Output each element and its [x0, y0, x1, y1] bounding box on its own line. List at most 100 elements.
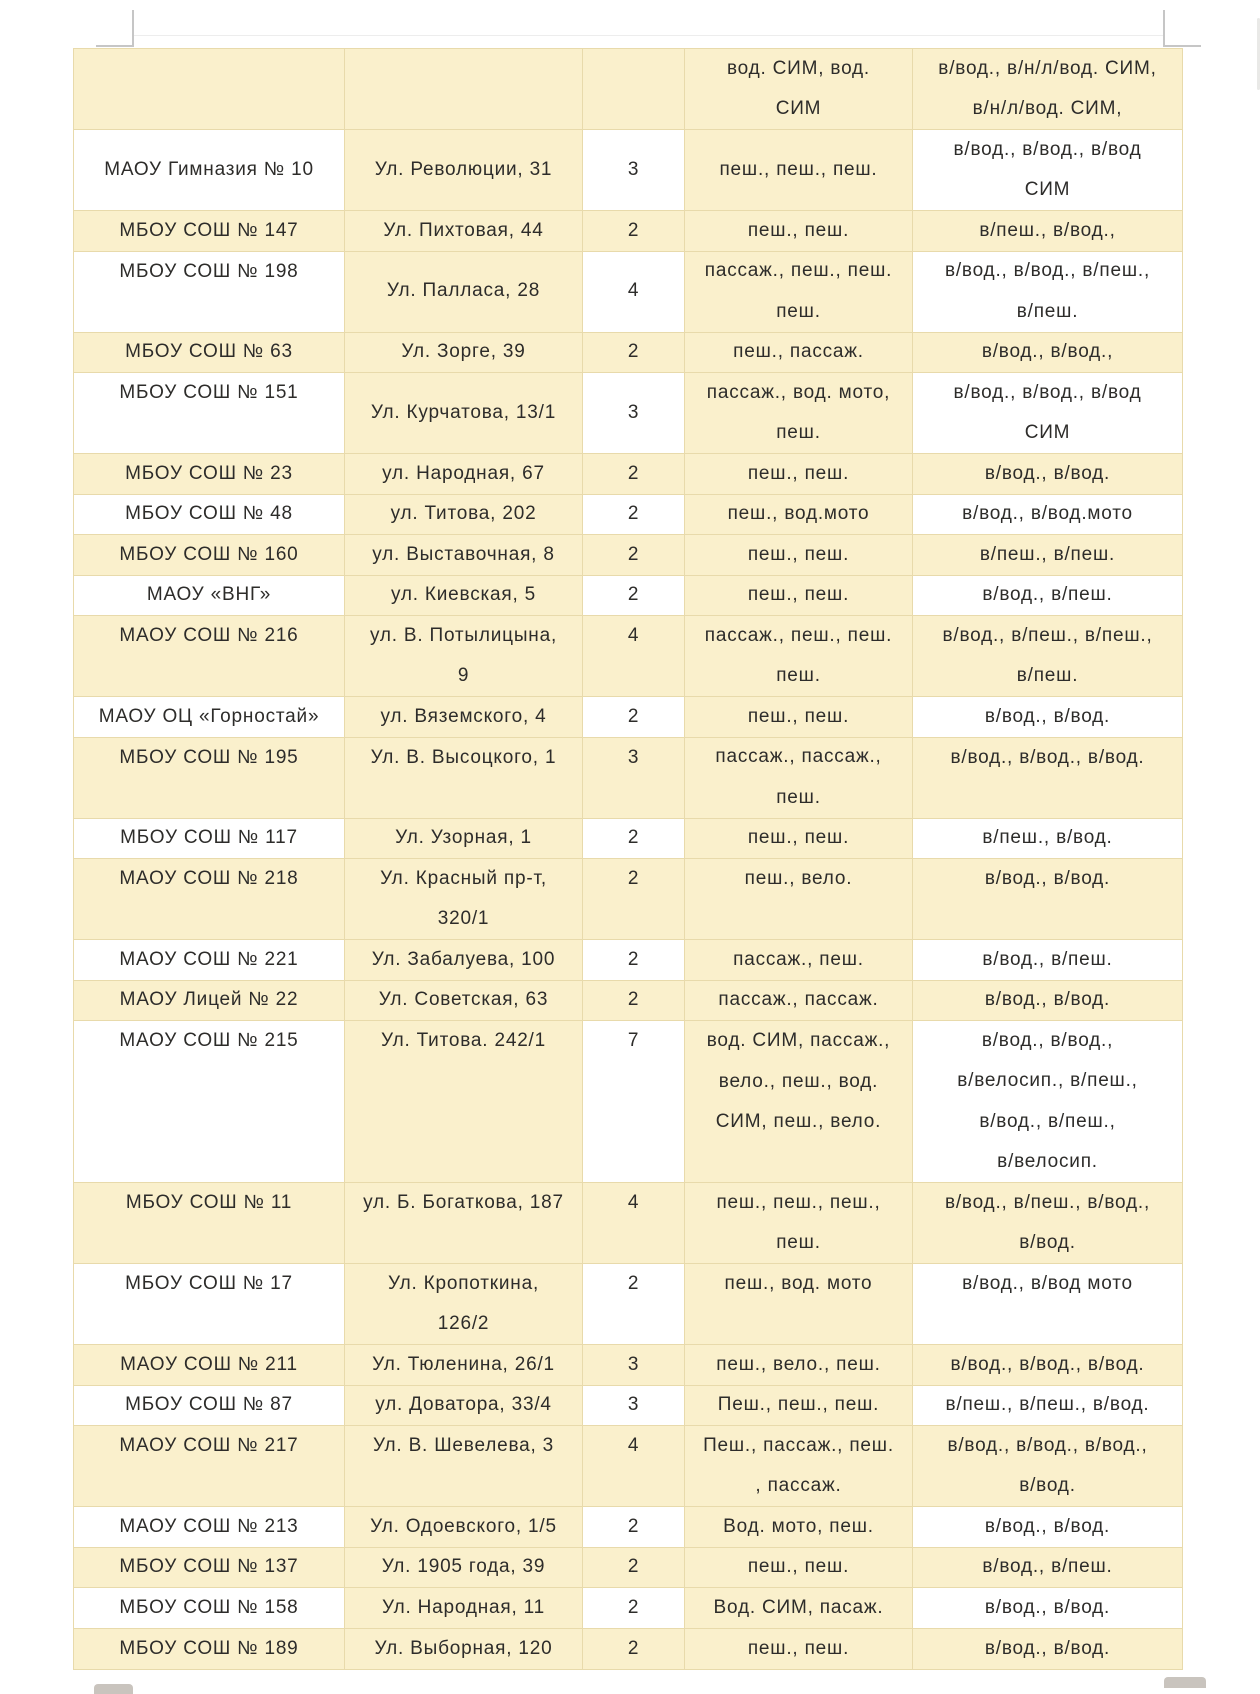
cell-line: 3 [627, 746, 640, 768]
table-cell: в/вод., в/н/л/вод. СИМ, в/н/л/вод. СИМ, [913, 49, 1182, 129]
cell-line: Пеш., пассаж., пеш. [703, 1434, 894, 1456]
cell-line: пеш., пеш. [747, 1556, 850, 1577]
page-margin-mark-top-right-horizontal [1163, 45, 1201, 47]
table-cell: в/вод., в/вод., [913, 332, 1182, 372]
table-row: МАОУ СОШ № 221 Ул. Забалуева, 100 2 пассаж.… [74, 940, 1182, 981]
cell-line: в/пеш., в/пеш., в/вод. [945, 1394, 1150, 1415]
table-cell: в/вод., в/вод. [913, 1628, 1182, 1669]
cell-line: Ул. В. Высоцкого, 1 [370, 746, 557, 768]
table-cell: МБОУ СОШ № 160 [74, 535, 345, 575]
scrollbar-sliver[interactable] [1257, 18, 1260, 90]
cell-line: СИМ [775, 98, 822, 119]
table-cell: 2 [583, 1628, 685, 1669]
table-cell: в/вод., в/пеш. [913, 940, 1182, 980]
table-cell: ул. Доватора, 33/4 [345, 1385, 583, 1425]
table-cell: МБОУ СОШ № 198 [74, 251, 345, 332]
table-row: МБОУ СОШ № 48 ул. Титова, 202 2 пеш., вод.м… [74, 494, 1182, 535]
table-cell: пеш., пеш., пеш., пеш. [685, 1183, 913, 1263]
table-cell: 3 [583, 373, 685, 453]
table-cell: Ул. Революции, 31 [345, 130, 583, 210]
cell-line: Ул. Пихтовая, 44 [383, 219, 544, 241]
table-cell: Пеш., пеш., пеш. [685, 1385, 913, 1425]
cell-line: Ул. В. Шевелева, 3 [372, 1435, 555, 1456]
table-cell: МАОУ СОШ № 217 [74, 1426, 345, 1506]
table-row: МБОУ СОШ № 137 Ул. 1905 года, 39 2 пеш., пе… [74, 1547, 1182, 1588]
cell-line: пеш., пеш. [747, 705, 850, 727]
cell-line: пеш., вело. [744, 868, 853, 889]
cell-line: в/вод., в/пеш. [982, 948, 1113, 970]
table-cell: ул. В. Потылицына, 9 [345, 616, 583, 696]
table-row: МБОУ СОШ № 189 Ул. Выборная, 120 2 пеш., пе… [74, 1628, 1182, 1669]
cell-line: Вод. мото, пеш. [723, 1515, 874, 1537]
cell-line: 4 [627, 280, 640, 302]
table-cell: 3 [583, 1345, 685, 1385]
cell-line: Ул. Тюленина, 26/1 [372, 1353, 555, 1375]
cell-line: в/вод., в/вод. [984, 705, 1111, 727]
cell-line: в/вод., в/вод мото [962, 1273, 1133, 1294]
table-cell: 3 [583, 737, 685, 818]
cell-line: в/вод. [1019, 1232, 1076, 1253]
cell-line: в/вод., в/вод. [984, 1637, 1111, 1659]
table-cell: 4 [583, 1183, 685, 1263]
cell-line: МБОУ СОШ № 147 [119, 219, 299, 241]
cell-line: 9 [457, 665, 470, 686]
cell-line: Ул. Титова. 242/1 [380, 1030, 547, 1051]
table-cell: в/пеш., в/пеш., в/вод. [913, 1385, 1182, 1425]
table-cell: Ул. Титова. 242/1 [345, 1021, 583, 1182]
cell-line: Ул. Узорная, 1 [395, 827, 532, 848]
cell-line: МБОУ СОШ № 160 [119, 543, 299, 565]
table-cell [583, 49, 685, 129]
cell-line: МБОУ СОШ № 87 [125, 1394, 293, 1415]
cell-line: Ул. Выборная, 120 [374, 1637, 553, 1659]
table-row: МБОУ СОШ № 17 Ул. Кропоткина, 126/2 2 пеш., … [74, 1264, 1182, 1345]
table-cell: пеш., пеш. [685, 575, 913, 615]
cell-line: Вод. СИМ, пасаж. [713, 1596, 884, 1618]
cell-line: пеш. [776, 1232, 821, 1253]
table-cell: 2 [583, 818, 685, 858]
cell-line: в/пеш. [1016, 665, 1079, 686]
table-cell: Ул. В. Шевелева, 3 [345, 1426, 583, 1506]
cell-line: 4 [627, 625, 640, 646]
cell-line: ул. Вяземского, 4 [380, 705, 547, 727]
table-cell: Ул. Народная, 11 [345, 1588, 583, 1628]
table-cell: пеш., пеш. [685, 1547, 913, 1587]
table-cell: МАОУ «ВНГ» [74, 575, 345, 615]
table-cell: Ул. Узорная, 1 [345, 818, 583, 858]
table-cell: 2 [583, 1588, 685, 1628]
table-cell: 2 [583, 859, 685, 939]
page-margin-mark-top-right-vertical [1163, 10, 1165, 47]
table-cell: ул. Вяземского, 4 [345, 697, 583, 737]
table-cell: МБОУ СОШ № 158 [74, 1588, 345, 1628]
table-cell: Ул. Забалуева, 100 [345, 940, 583, 980]
table-cell: пеш., вело., пеш. [685, 1345, 913, 1385]
table-cell: в/вод., в/вод мото [913, 1264, 1182, 1344]
table-cell: в/пеш., в/пеш. [913, 535, 1182, 575]
cell-line: пеш. [776, 786, 821, 808]
table-cell: в/пеш., в/вод., [913, 211, 1182, 251]
table-cell: пеш., вело. [685, 859, 913, 939]
table-cell: вод. СИМ, пассаж., вело., пеш., вод. СИМ, … [685, 1021, 913, 1182]
table-cell: Ул. Палласа, 28 [345, 251, 583, 332]
table-cell: Ул. Выборная, 120 [345, 1628, 583, 1669]
table-row: МАОУ СОШ № 217 Ул. В. Шевелева, 3 4 Пеш., п… [74, 1426, 1182, 1507]
table-cell: в/пеш., в/вод. [913, 818, 1182, 858]
cell-line: ул. Титова, 202 [390, 503, 537, 524]
cell-line: в/вод., в/вод., [981, 1029, 1114, 1051]
cell-line: СИМ, пеш., вело. [715, 1111, 882, 1132]
table-cell: МБОУ СОШ № 147 [74, 211, 345, 251]
table-cell: Ул. Кропоткина, 126/2 [345, 1264, 583, 1344]
cell-line: 2 [627, 1637, 640, 1659]
cell-line: МБОУ СОШ № 11 [125, 1192, 293, 1213]
table-cell: в/вод., в/вод. [913, 697, 1182, 737]
cell-line: в/вод., в/вод., в/вод [953, 138, 1142, 160]
table-cell: МАОУ СОШ № 213 [74, 1507, 345, 1547]
table-cell: 2 [583, 980, 685, 1020]
cell-line: 2 [627, 543, 640, 565]
cell-line: МАОУ ОЦ «Горностай» [98, 705, 320, 727]
table-cell: в/вод., в/вод. [913, 1507, 1182, 1547]
page-margin-mark-top-left-vertical [132, 10, 134, 47]
cell-line: пеш., вод. мото [724, 1273, 873, 1294]
cell-line: 3 [627, 1353, 640, 1375]
table-cell: 4 [583, 616, 685, 696]
cell-line: в/вод., в/пеш. [982, 584, 1113, 605]
